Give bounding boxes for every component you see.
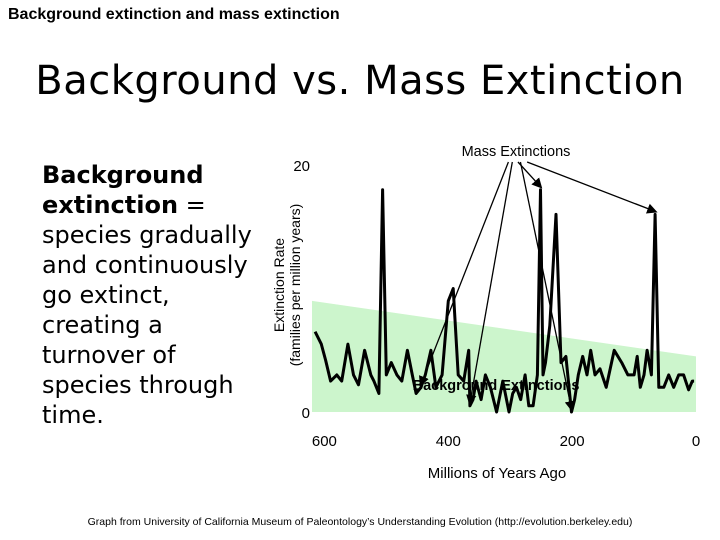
mass-extinction-arrows [419,161,658,412]
mass-extinction-arrow [466,161,513,406]
mass-extinctions-label: Mass Extinctions [462,144,571,160]
slide-body-text: Background extinction = species graduall… [42,160,262,430]
extinction-rate-line [313,188,695,414]
x-tick-label: 0 [692,433,700,450]
slide-title: Background vs. Mass Extinction [35,58,685,104]
mass-extinction-arrow [419,161,510,387]
background-extinctions-label: Background Extinctions [413,378,580,394]
x-tick-label: 200 [560,433,585,450]
mass-extinction-arrow [519,161,576,412]
mass-extinction-arrow [526,161,658,214]
source-credit: Graph from University of California Muse… [87,516,633,528]
window-title: Background extinction and mass extinctio… [8,6,340,23]
x-tick-label: 600 [312,433,337,450]
background-extinction-band [312,300,696,412]
y-tick-label: 20 [293,158,310,175]
body-term: Background extinction [42,161,204,219]
body-definition: = species gradually and continuously go … [42,191,252,429]
y-tick-label: 0 [302,405,310,422]
x-axis-label: Millions of Years Ago [428,465,566,482]
x-tick-label: 400 [436,433,461,450]
